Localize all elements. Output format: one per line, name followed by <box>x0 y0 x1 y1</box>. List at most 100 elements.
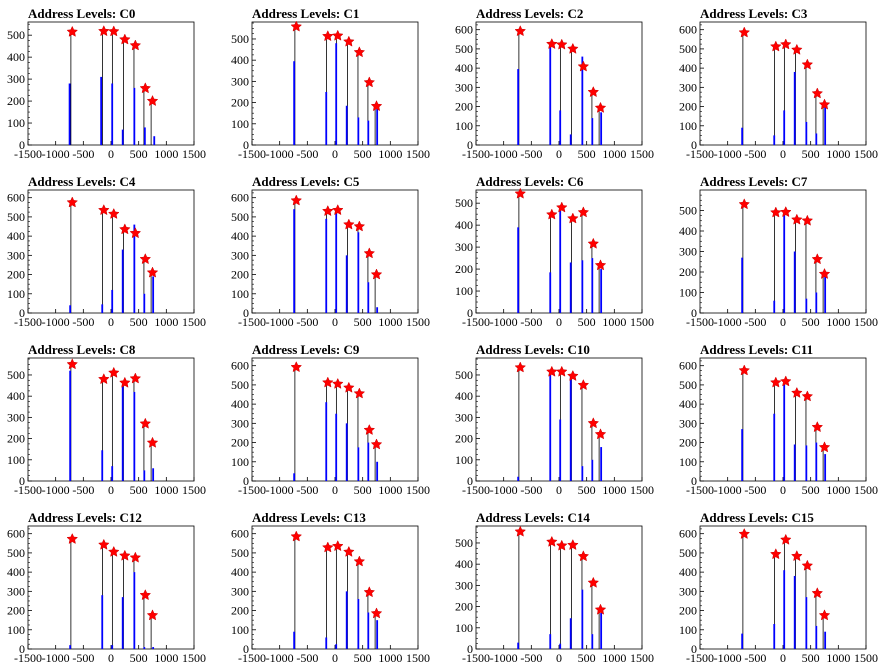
histogram-bar <box>335 43 338 146</box>
histogram-bar <box>345 423 348 481</box>
histogram-bar <box>69 370 72 481</box>
histogram-bar <box>773 413 776 481</box>
y-tick-label: 300 <box>7 72 25 86</box>
x-tick-label: 1500 <box>406 651 430 665</box>
x-tick-label: -1000 <box>490 315 518 329</box>
peak-star-marker <box>363 423 376 436</box>
x-tick-label: 0 <box>780 147 786 161</box>
histogram-bar <box>805 445 808 481</box>
x-tick-label: -500 <box>744 651 766 665</box>
plot-frame <box>27 189 195 314</box>
chart-panel-6: Address Levels: C60100200300400500-1500-… <box>455 174 654 329</box>
histogram-bar <box>101 304 104 313</box>
x-tick-label: 1000 <box>602 651 626 665</box>
y-tick-label: 100 <box>455 284 473 298</box>
histogram-bar <box>549 43 552 145</box>
y-tick-label: 200 <box>455 262 473 276</box>
histogram-bar <box>783 384 786 481</box>
histogram-bar <box>325 637 328 649</box>
x-tick-label: -1000 <box>490 651 518 665</box>
chart-panel-13: Address Levels: C13 0 100 200 300 400 500 600 -1… <box>231 510 430 665</box>
y-tick-label: 400 <box>7 229 25 243</box>
y-tick-label: 400 <box>455 389 473 403</box>
y-tick-label: 100 <box>679 623 697 637</box>
x-tick-label: 1500 <box>182 315 206 329</box>
histogram-bar <box>783 214 786 313</box>
histogram-bar <box>581 56 584 145</box>
histogram-bar <box>376 620 379 649</box>
x-tick-label: -500 <box>296 483 318 497</box>
y-tick-label: 200 <box>231 96 249 110</box>
histogram-bar <box>121 129 124 145</box>
plot-frame <box>27 21 195 146</box>
histogram-bar <box>69 305 72 313</box>
peak-star-marker <box>587 417 600 429</box>
histogram-bar <box>121 249 124 313</box>
x-tick-label: -500 <box>296 147 318 161</box>
x-tick-label: 1000 <box>378 315 402 329</box>
x-tick-label: 1500 <box>630 315 654 329</box>
histogram-bar <box>815 625 818 649</box>
histogram-bar <box>325 218 328 313</box>
histogram-bar <box>143 293 146 313</box>
peak-star-marker <box>546 535 558 547</box>
peak-star-marker <box>811 253 824 265</box>
y-tick-label: 100 <box>7 116 25 130</box>
x-tick-label: 500 <box>578 315 596 329</box>
x-tick-label: -1000 <box>42 147 70 161</box>
y-tick-label: 200 <box>679 100 697 114</box>
peak-star-marker <box>146 266 159 278</box>
peak-star-marker <box>555 365 568 377</box>
y-tick-label: 0 <box>19 642 25 656</box>
y-tick-label: 500 <box>231 546 249 560</box>
y-tick-label: 500 <box>7 368 25 382</box>
y-tick-label: 200 <box>679 436 697 450</box>
histogram-bar <box>815 442 818 481</box>
x-tick-label: 0 <box>108 483 114 497</box>
histogram-bar <box>293 61 296 145</box>
x-tick-label: -500 <box>72 651 94 665</box>
x-tick-label: -500 <box>520 483 542 497</box>
peak-star-marker <box>129 372 142 384</box>
histogram-bar <box>793 251 796 313</box>
y-tick-label: 0 <box>243 306 249 320</box>
peak-star-marker <box>107 207 120 219</box>
histogram-bar <box>793 444 796 481</box>
plot-frame <box>251 357 419 482</box>
histogram-bar <box>559 110 562 145</box>
histogram-bar <box>517 227 520 313</box>
x-tick-label: 500 <box>354 483 372 497</box>
peak-star-marker <box>587 237 600 249</box>
histogram-bar <box>741 429 744 481</box>
y-tick-label: 500 <box>455 196 473 210</box>
histogram-bar <box>569 374 572 481</box>
y-tick-label: 200 <box>679 265 697 279</box>
histogram-bar <box>600 612 603 649</box>
histogram-bar <box>783 110 786 145</box>
chart-panel-12: Address Levels: C12 0 100 200 300 400 500 600 -1… <box>7 510 206 665</box>
chart-title: Address Levels: C9 <box>252 342 360 357</box>
y-tick-label: 400 <box>679 565 697 579</box>
y-tick-label: 200 <box>7 432 25 446</box>
y-tick-label: 100 <box>7 287 25 301</box>
histogram-bar <box>517 642 520 649</box>
x-tick-label: -1500 <box>14 651 42 665</box>
histogram-bar <box>824 276 827 313</box>
peak-star-marker <box>146 94 159 107</box>
histogram-bar <box>569 618 572 649</box>
y-tick-label: 600 <box>7 191 25 205</box>
histogram-bar <box>101 450 104 481</box>
x-tick-label: 500 <box>130 483 148 497</box>
histogram-bar <box>367 120 370 145</box>
y-tick-label: 200 <box>455 100 473 114</box>
y-tick-label: 300 <box>679 584 697 598</box>
x-tick-label: 0 <box>780 483 786 497</box>
y-tick-label: 100 <box>7 623 25 637</box>
chart-panel-7: Address Levels: C70100200300400500-1500-… <box>679 174 878 329</box>
y-tick-label: 300 <box>231 248 249 262</box>
x-tick-label: -500 <box>744 147 766 161</box>
x-tick-label: 1500 <box>406 483 430 497</box>
chart-panel-0: Address Levels: C00100200300400500-1500-… <box>7 6 206 161</box>
histogram-bar <box>805 298 808 313</box>
y-tick-label: 400 <box>679 61 697 75</box>
